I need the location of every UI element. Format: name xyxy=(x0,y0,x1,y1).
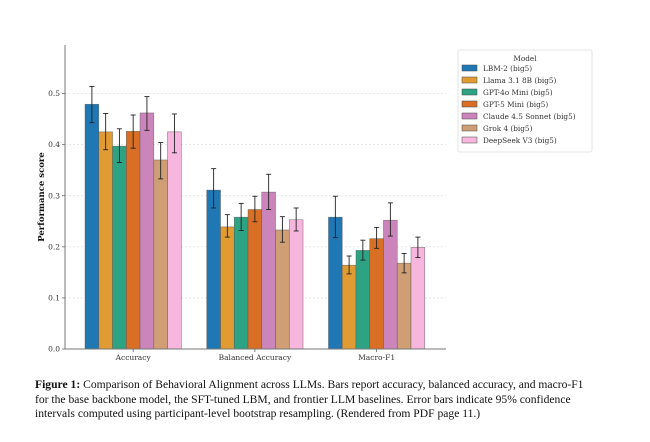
bar-6-2 xyxy=(410,247,426,350)
x-tick-label: Macro-F1 xyxy=(358,353,395,362)
y-tick-label: 0.3 xyxy=(48,191,60,200)
error-bar xyxy=(130,114,136,149)
error-bar xyxy=(279,216,285,243)
bar-6-1 xyxy=(288,219,304,350)
bar-1-0 xyxy=(98,131,113,350)
bar-2-0 xyxy=(112,145,127,350)
bar-3-0 xyxy=(125,131,141,350)
error-bar xyxy=(238,202,244,231)
y-tick-label: 0.0 xyxy=(48,345,60,354)
axes: 0.0 0.1 0.2 0.3 0.4 0.5 Accuracy Balanced Accur… xyxy=(48,45,446,362)
bar-0-0 xyxy=(84,103,100,350)
bar-2-2 xyxy=(355,250,371,350)
bar-3-2 xyxy=(369,238,384,350)
error-bar xyxy=(401,253,407,274)
legend-label: Grok 4 (big5) xyxy=(483,124,533,133)
error-bar xyxy=(171,113,177,154)
error-bar xyxy=(252,195,258,223)
error-bar xyxy=(387,202,393,237)
legend-swatch xyxy=(461,88,478,96)
caption-text: Comparison of Behavioral Alignment acros… xyxy=(35,378,584,420)
legend-label: Llama 3.1 8B (big5) xyxy=(483,76,557,85)
error-bar xyxy=(144,96,150,131)
x-tick-label: Balanced Accuracy xyxy=(219,353,292,362)
error-bar xyxy=(224,214,230,238)
bar-2-1 xyxy=(233,216,249,350)
error-bar xyxy=(103,113,109,151)
error-bar xyxy=(415,236,421,258)
legend-label: Claude 4.5 Sonnet (big5) xyxy=(483,112,576,121)
y-axis-label: Performance score xyxy=(37,152,47,242)
legend-box xyxy=(457,49,593,153)
figure-caption: Figure 1: Comparison of Behavioral Align… xyxy=(35,378,595,422)
bar-6-0 xyxy=(167,131,182,350)
error-bar xyxy=(158,142,164,180)
error-bar xyxy=(346,255,352,275)
error-bar xyxy=(374,226,380,249)
error-bar xyxy=(116,128,122,163)
error-bar xyxy=(89,85,95,124)
legend-swatch xyxy=(461,112,478,120)
caption-label: Figure 1: xyxy=(35,378,81,391)
error-bar xyxy=(332,195,338,239)
y-tick-label: 0.5 xyxy=(48,89,60,98)
error-bar xyxy=(360,239,366,261)
legend-swatch xyxy=(461,64,478,72)
bars xyxy=(84,85,426,350)
bar-5-2 xyxy=(396,262,412,350)
y-tick-label: 0.1 xyxy=(48,294,60,303)
x-tick-label: Accuracy xyxy=(115,353,152,362)
legend-label: DeepSeek V3 (big5) xyxy=(483,136,557,145)
bar-4-2 xyxy=(383,219,398,350)
legend-swatch xyxy=(461,136,478,144)
bar-1-1 xyxy=(220,226,235,350)
bar-5-0 xyxy=(153,159,168,350)
legend-swatch xyxy=(461,100,478,108)
error-bar xyxy=(293,207,299,232)
legend-label: GPT-4o Mini (big5) xyxy=(483,88,553,97)
error-bar xyxy=(211,168,217,209)
bar-5-1 xyxy=(275,229,290,350)
bar-3-1 xyxy=(247,209,263,350)
legend-label: GPT-5 Mini (big5) xyxy=(483,100,548,109)
legend-title: Model xyxy=(513,54,537,63)
bar-1-2 xyxy=(341,264,357,350)
bar-4-0 xyxy=(139,112,155,350)
error-bar xyxy=(266,173,272,210)
legend-swatch xyxy=(461,76,478,84)
bar-0-1 xyxy=(206,189,221,350)
y-tick-label: 0.2 xyxy=(48,242,60,251)
legend-label: LBM-2 (big5) xyxy=(483,64,532,73)
legend-swatch xyxy=(461,124,478,132)
y-tick-label: 0.4 xyxy=(48,140,60,149)
bar-4-1 xyxy=(261,191,276,350)
